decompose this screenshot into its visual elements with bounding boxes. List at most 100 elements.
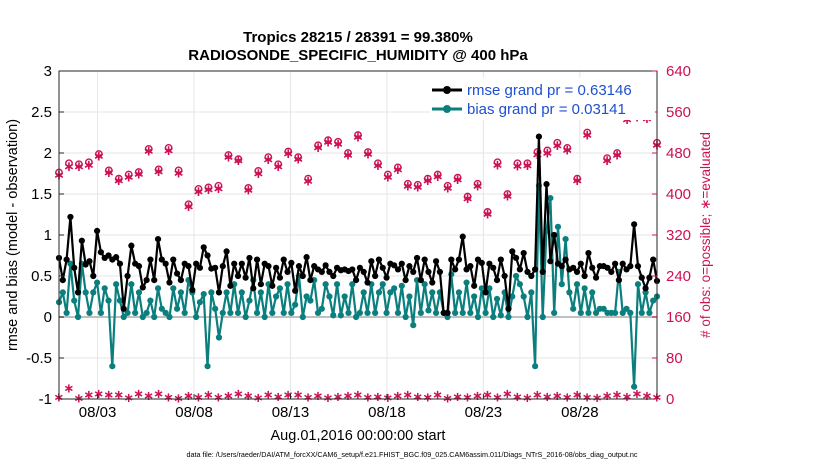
rmse-point (512, 254, 520, 262)
obs-low-point: ∗ (283, 388, 294, 403)
rmse-point (307, 277, 314, 284)
x-axis-label: Aug.01,2016 00:00:00 start (271, 428, 446, 444)
obs-evaluated-point: ∗ (183, 199, 195, 215)
y2-tick-label: 240 (666, 268, 691, 285)
bias-point (162, 309, 169, 316)
obs-low-point: ∗ (243, 389, 254, 404)
rmse-point (436, 268, 443, 275)
obs-possible-point (124, 170, 133, 179)
rmse-point (497, 256, 504, 263)
obs-evaluated-point: ∗ (123, 170, 135, 186)
rmse-point (288, 259, 295, 266)
obs-low-point: ∗ (382, 391, 393, 406)
obs-low-point: ∗ (412, 390, 423, 405)
bias-point (200, 290, 207, 298)
legend-box (430, 78, 655, 120)
x-tick-label: 08/03 (79, 404, 117, 421)
rmse-point (284, 268, 291, 275)
obs-evaluated-point: ∗ (482, 206, 494, 222)
rmse-point (223, 248, 230, 255)
obs-possible-point (104, 166, 113, 175)
x-axis-ticks: 08/03 08/08 08/13 08/18 08/23 08/28 (79, 394, 599, 421)
obs-possible-point (583, 128, 592, 137)
rmse-point (238, 260, 245, 267)
rmse-point (67, 213, 74, 221)
x-tick-label: 08/08 (175, 404, 213, 421)
obs-evaluated-point: ∗ (173, 165, 185, 181)
bias-point (581, 285, 588, 292)
bias-point (170, 285, 177, 292)
obs-evaluated-point: ∗ (203, 182, 215, 198)
rmse-point (90, 272, 97, 280)
bias-point (326, 293, 333, 300)
rmse-point (524, 268, 531, 275)
obs-evaluated-point: ∗ (502, 189, 514, 205)
rmse-point (612, 260, 619, 267)
bias-point (181, 309, 188, 316)
bias-point (257, 289, 264, 296)
obs-evaluated-point: ∗ (422, 173, 434, 189)
rmse-series (55, 133, 661, 316)
y-tick-label: 3 (44, 63, 52, 80)
obs-low-point: ∗ (343, 389, 354, 404)
obs-low-point: ∗ (432, 388, 443, 403)
obs-evaluated-point: ∗ (372, 158, 384, 174)
rmse-point (520, 249, 527, 257)
obs-low-point: ∗ (303, 390, 314, 405)
obs-low-point: ∗ (512, 390, 523, 405)
bias-point (619, 309, 626, 316)
rmse-point (631, 221, 638, 228)
bias-point (208, 289, 215, 296)
rmse-point (604, 264, 611, 271)
rmse-point (459, 233, 466, 240)
rmse-point (528, 272, 535, 280)
bias-point (638, 309, 645, 316)
rmse-point (581, 272, 588, 280)
obs-low-point: ∗ (392, 389, 403, 404)
obs-possible-point (204, 183, 213, 192)
obs-possible-point (324, 136, 332, 145)
right-axis-ticks: 0 80 160 240 320 400 480 560 640 (652, 63, 691, 408)
bias-point (82, 289, 89, 296)
bias-point (520, 293, 527, 300)
chart-title: Tropics 28215 / 28391 = 99.380% (243, 29, 473, 46)
rmse-point (577, 260, 584, 267)
y-tick-label: 2 (44, 145, 52, 162)
bias-point (383, 309, 390, 316)
obs-possible-point (164, 143, 173, 152)
obs-evaluated-point: ∗ (342, 148, 354, 164)
rmse-point (78, 237, 85, 244)
rmse-point (482, 289, 489, 296)
rmse-point (151, 277, 158, 284)
bias-point (109, 363, 116, 370)
rmse-point (368, 258, 375, 265)
obs-low-point: ∗ (113, 388, 124, 403)
rmse-point (589, 264, 596, 271)
obs-possible-point (503, 190, 512, 198)
bias-point (151, 313, 158, 321)
obs-possible-point (154, 165, 163, 174)
bias-point (455, 289, 463, 296)
rmse-point (273, 264, 280, 271)
rmse-point (242, 274, 249, 281)
rmse-point (383, 274, 390, 281)
bias-point (349, 281, 356, 288)
rmse-point (402, 277, 409, 284)
obs-evaluated-point: ∗ (63, 159, 75, 175)
obs-possible-point (413, 180, 422, 189)
obs-possible-point (264, 153, 273, 162)
rmse-point (139, 284, 146, 291)
bias-point (398, 282, 405, 289)
obs-possible-point (613, 149, 622, 157)
obs-possible-point (75, 160, 83, 169)
obs-low-point: ∗ (353, 388, 364, 403)
bias-point (634, 281, 642, 288)
bias-point (493, 295, 501, 303)
y-tick-label: 0 (44, 309, 52, 326)
bias-point (154, 285, 162, 292)
rmse-point (234, 272, 242, 280)
y-tick-label: 1 (44, 227, 52, 244)
obs-possible-point (483, 208, 492, 216)
y2-axis-label: # of obs: o=possible; ∗=evaluated (698, 132, 713, 338)
bias-point (242, 313, 249, 321)
